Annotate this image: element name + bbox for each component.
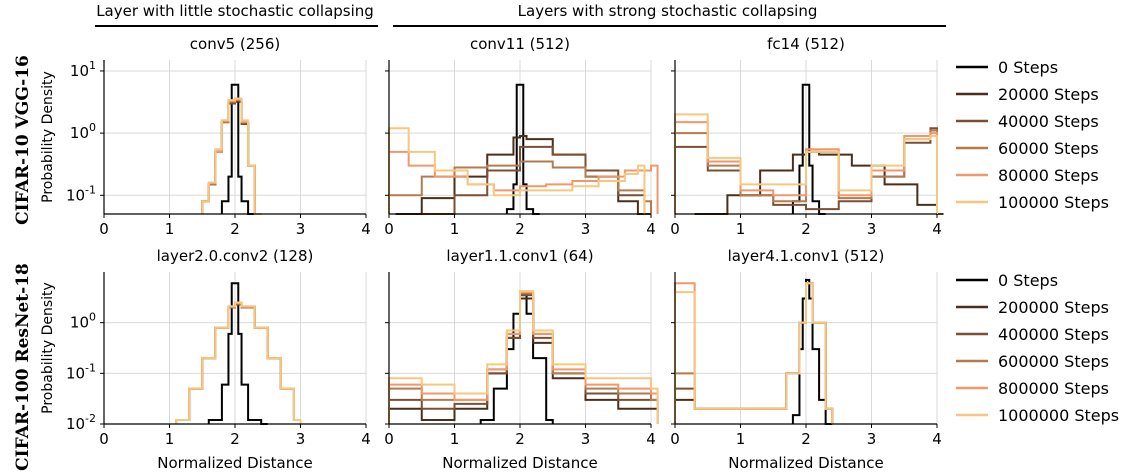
x-tick-label: 2 [230,430,240,448]
y-tick-label: 10-2 [66,412,96,433]
panel-title: layer4.1.conv1 (512) [728,247,885,265]
panel-conv5: 0 1 2 3 4 101 100 10-1 conv5 (256) Probability De… [40,35,371,238]
series-line-800000-steps [388,291,659,424]
legend-label: 100000 Steps [998,193,1109,212]
header-little-collapsing-rule [95,25,378,27]
x-tick-label: 4 [932,430,942,448]
x-tick-label: 1 [165,220,175,238]
legend-label: 0 Steps [998,58,1058,77]
x-tick-label: 0 [384,430,394,448]
y-axis-label: Probability Density [40,282,56,414]
x-tick-label: 3 [581,220,591,238]
x-tick-label: 4 [646,430,656,448]
legend-label: 80000 Steps [998,166,1099,185]
series-line-40000-steps [421,145,651,215]
x-tick-label: 1 [165,430,175,448]
x-tick-label: 3 [867,220,877,238]
series-line-0-steps [505,83,540,215]
x-tick-label: 0 [384,220,394,238]
series-line-60000-steps [388,160,652,214]
x-axis-label: Normalized Distance [442,454,597,469]
x-tick-label: 4 [361,430,371,448]
x-tick-label: 1 [736,430,746,448]
series-line-80000-steps [674,121,938,214]
series-line-1000000-steps [175,301,302,424]
panel-title: layer1.1.conv1 (64) [446,247,593,265]
panel-title: conv11 (512) [470,35,570,53]
series-line-0-steps [207,282,268,425]
legend-row-1: 0 Steps 200000 Steps 400000 Steps 600000 St… [956,271,1119,425]
x-tick-label: 1 [450,430,460,448]
header-strong-collapsing: Layers with strong stochastic collapsing [517,2,818,20]
legend-label: 600000 Steps [998,352,1109,371]
series-line-0-steps [220,83,255,215]
panel-title: fc14 (512) [767,35,845,53]
x-tick-label: 1 [736,220,746,238]
x-tick-label: 4 [361,220,371,238]
x-tick-label: 4 [646,220,656,238]
x-tick-label: 2 [801,220,811,238]
y-axis-label: Probability Density [40,71,56,203]
x-axis-label: Normalized Distance [157,454,312,469]
legend-label: 800000 Steps [998,379,1109,398]
series-line-800000-steps [674,282,834,424]
series-line-600000-steps [674,282,834,424]
y-tick-label: 10-1 [66,361,96,382]
series-line-200000-steps [388,297,659,424]
x-tick-label: 2 [801,430,811,448]
x-tick-label: 2 [515,430,525,448]
legend-label: 60000 Steps [998,139,1099,158]
panel-layer2-0-conv2: 0 1 2 3 4 100 10-1 10-2 layer2.0.conv2 (128) Norm… [40,247,371,469]
x-tick-label: 3 [296,430,306,448]
series-line-200000-steps [674,282,834,424]
series-line-0-steps [479,294,554,424]
x-tick-label: 0 [670,430,680,448]
panel-layer4-1-conv1: 0 1 2 3 4 layer4.1.conv1 (512) Normalized Dist… [670,247,942,469]
header-little-collapsing: Layer with little stochastic collapsing [96,2,374,20]
y-tick-label: 100 [70,121,96,142]
panel-title: conv5 (256) [190,35,280,53]
series-line-400000-steps [674,282,834,424]
x-tick-label: 0 [99,430,109,448]
legend-label: 0 Steps [998,271,1058,290]
x-tick-label: 2 [230,220,240,238]
x-tick-label: 2 [515,220,525,238]
y-tick-label: 101 [70,59,96,80]
panel-conv11: 0 1 2 3 4 conv11 (512) [384,35,659,238]
series-line-100000-steps [201,97,262,215]
panel-layer1-1-conv1: 0 1 2 3 4 layer1.1.conv1 (64) Normalized Dista… [384,247,659,469]
header-strong-collapsing-rule [393,25,946,27]
x-tick-label: 0 [670,220,680,238]
legend-label: 20000 Steps [998,85,1099,104]
y-tick-label: 100 [70,311,96,332]
x-tick-label: 3 [296,220,306,238]
series-line-1000000-steps [388,290,659,424]
x-tick-label: 0 [99,220,109,238]
y-tick-label: 10-1 [66,183,96,204]
series-line-40000-steps [674,127,938,214]
legend-label: 40000 Steps [998,112,1099,131]
x-axis-label: Normalized Distance [728,454,883,469]
series-line-100000-steps [674,113,938,214]
x-tick-label: 4 [932,220,942,238]
series-line-80000-steps [388,150,659,214]
legend-row-0: 0 Steps 20000 Steps 40000 Steps 60000 Steps… [956,58,1109,212]
series-line-100000-steps [388,127,646,214]
legend-label: 1000000 Steps [998,406,1119,425]
x-tick-label: 1 [450,220,460,238]
panel-title: layer2.0.conv2 (128) [157,247,314,265]
legend-label: 200000 Steps [998,298,1109,317]
series-line-1000000-steps [674,282,834,424]
x-tick-label: 3 [867,430,877,448]
panel-fc14: 0 1 2 3 4 fc14 (512) [670,35,944,238]
x-tick-label: 3 [581,430,591,448]
legend-label: 400000 Steps [998,325,1109,344]
